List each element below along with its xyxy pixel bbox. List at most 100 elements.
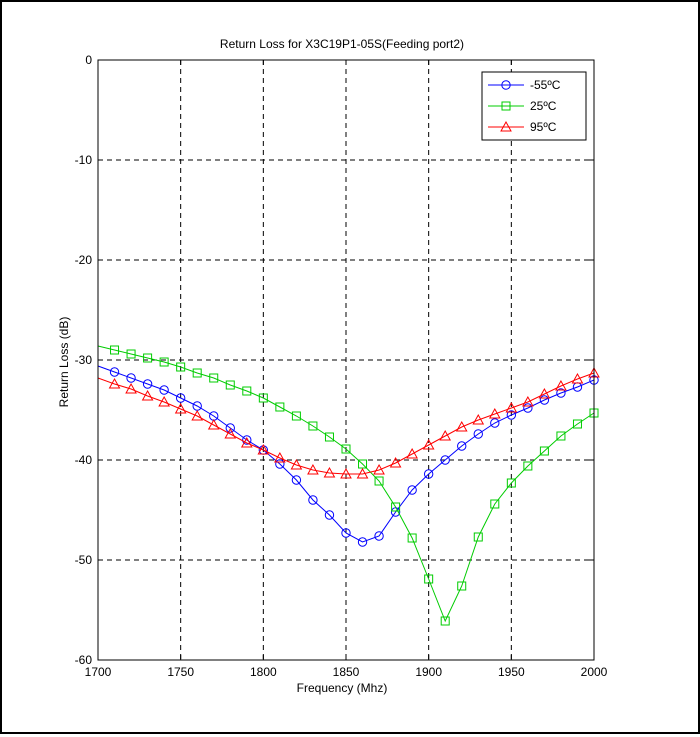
data-point xyxy=(109,367,120,377)
data-point xyxy=(340,467,352,479)
y-tick-label: -10 xyxy=(75,153,93,167)
data-point xyxy=(323,466,336,478)
data-point xyxy=(389,456,402,468)
data-point xyxy=(407,485,417,495)
data-point xyxy=(490,499,500,509)
x-tick-label: 1750 xyxy=(167,665,194,679)
data-point xyxy=(506,410,517,420)
legend-item: 95ºC xyxy=(488,120,557,134)
legend-label: -55ºC xyxy=(530,78,561,92)
data-point xyxy=(307,463,319,475)
x-tick-label: 1950 xyxy=(498,665,525,679)
data-point xyxy=(108,377,121,389)
data-point xyxy=(274,451,286,463)
data-point xyxy=(538,387,551,399)
data-point xyxy=(422,438,435,450)
data-point xyxy=(224,427,237,439)
data-point xyxy=(225,423,235,433)
data-point xyxy=(275,402,285,412)
data-point xyxy=(439,429,452,441)
data-point xyxy=(473,532,483,542)
data-point xyxy=(556,431,566,441)
legend-marker xyxy=(501,101,511,111)
data-point xyxy=(440,616,450,626)
data-point xyxy=(555,379,567,391)
data-point xyxy=(357,537,368,547)
series-line xyxy=(97,345,595,623)
data-point xyxy=(341,444,351,454)
legend-marker xyxy=(501,80,511,90)
data-point xyxy=(191,409,204,421)
data-point xyxy=(159,385,169,395)
data-point xyxy=(126,349,136,359)
data-point xyxy=(391,502,401,512)
data-point xyxy=(572,419,582,429)
x-tick-label: 2000 xyxy=(581,665,608,679)
data-point xyxy=(142,379,153,389)
series-line xyxy=(97,372,595,475)
data-point xyxy=(523,403,533,413)
data-point xyxy=(308,421,318,431)
data-point xyxy=(473,429,483,439)
x-tick-label: 1700 xyxy=(85,665,112,679)
y-tick-label: -60 xyxy=(75,653,93,667)
legend-item: 25ºC xyxy=(488,99,557,113)
data-point xyxy=(125,382,137,394)
series-1 xyxy=(97,365,599,547)
data-point xyxy=(341,528,351,538)
series-3 xyxy=(97,366,600,479)
data-point xyxy=(176,362,186,372)
legend-label: 95ºC xyxy=(530,120,557,134)
axis-ticks: 1700 1750 1800 1850 1900 1950 2000 0 -10 -20 -30 -4… xyxy=(75,53,608,679)
data-point xyxy=(258,393,268,403)
data-point xyxy=(141,389,154,401)
data-point xyxy=(472,413,485,425)
data-point xyxy=(571,372,584,384)
data-point xyxy=(207,418,220,430)
data-point xyxy=(290,458,303,470)
series-layer xyxy=(97,345,600,626)
y-tick-label: -40 xyxy=(75,453,93,467)
data-point xyxy=(457,441,467,451)
data-point xyxy=(158,395,170,407)
data-point xyxy=(556,388,566,398)
data-point xyxy=(174,402,187,414)
data-point xyxy=(225,380,235,390)
data-point xyxy=(407,533,417,543)
legend: -55ºC 25ºC 95ºC xyxy=(481,71,587,141)
data-point xyxy=(257,443,270,455)
data-point xyxy=(291,411,301,421)
data-point xyxy=(159,357,169,367)
x-tick-label: 1900 xyxy=(415,665,442,679)
data-point xyxy=(324,510,335,520)
data-point xyxy=(505,401,518,413)
data-point xyxy=(539,446,549,456)
data-point xyxy=(308,495,318,505)
series-line xyxy=(97,365,595,543)
data-point xyxy=(374,476,384,486)
y-tick-label: 0 xyxy=(85,53,92,67)
y-tick-label: -30 xyxy=(75,353,93,367)
data-point xyxy=(275,459,285,469)
data-point xyxy=(242,435,252,445)
data-point xyxy=(457,581,467,591)
data-point xyxy=(110,345,120,355)
chart-title: Return Loss for X3C19P1-05S(Feeding port… xyxy=(220,37,464,51)
legend-item: -55ºC xyxy=(488,78,561,92)
data-point xyxy=(488,407,501,419)
data-point xyxy=(406,447,418,459)
data-point xyxy=(424,574,434,584)
data-point xyxy=(324,432,334,442)
data-point xyxy=(523,461,533,471)
data-point xyxy=(374,531,384,541)
data-point xyxy=(175,393,186,403)
data-point xyxy=(126,373,136,383)
data-point xyxy=(356,467,369,479)
y-axis-label: Return Loss (dB) xyxy=(57,317,71,408)
data-point xyxy=(440,455,450,465)
data-point xyxy=(240,436,253,448)
data-point xyxy=(192,368,202,378)
data-point xyxy=(506,478,516,488)
